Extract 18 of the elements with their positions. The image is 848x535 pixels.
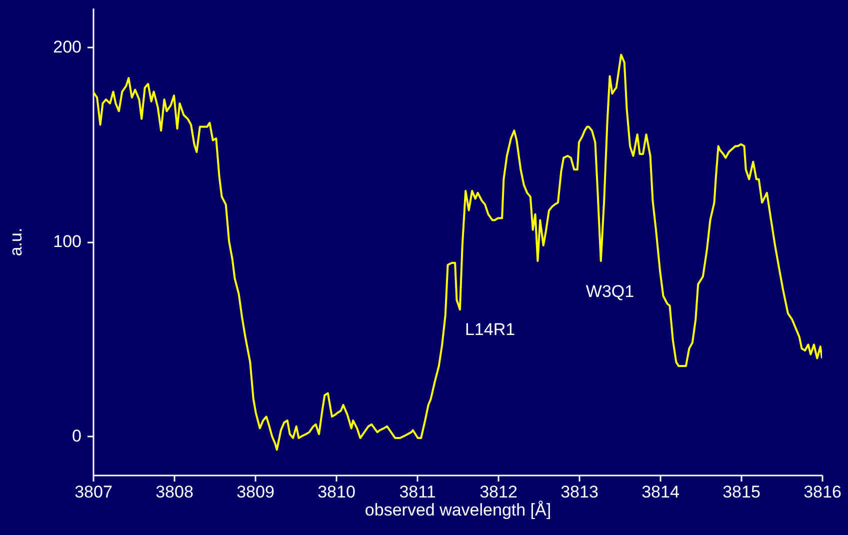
x-tick-label: 3816: [804, 482, 842, 502]
x-tick-label: 3812: [480, 482, 518, 502]
x-tick-label: 3808: [156, 482, 194, 502]
x-tick-label: 3815: [722, 482, 760, 502]
y-tick-label: 100: [53, 232, 82, 251]
annotation: W3Q1: [586, 282, 634, 301]
annotation: L14R1: [464, 320, 516, 339]
x-axis-title: observed wavelength [Å]: [364, 500, 552, 520]
x-tick-label: 3807: [74, 482, 112, 502]
x-tick-label: 3813: [560, 482, 598, 502]
line-series: [93, 54, 822, 451]
x-tick-label: 3809: [236, 482, 274, 502]
y-axis-title: a.u.: [6, 228, 26, 256]
y-tick-label: 0: [72, 426, 82, 446]
x-tick-label: 3810: [318, 482, 356, 502]
x-tick-label: 3814: [642, 482, 680, 502]
y-tick-label: 200: [53, 37, 82, 56]
x-tick-label: 3811: [399, 482, 436, 502]
